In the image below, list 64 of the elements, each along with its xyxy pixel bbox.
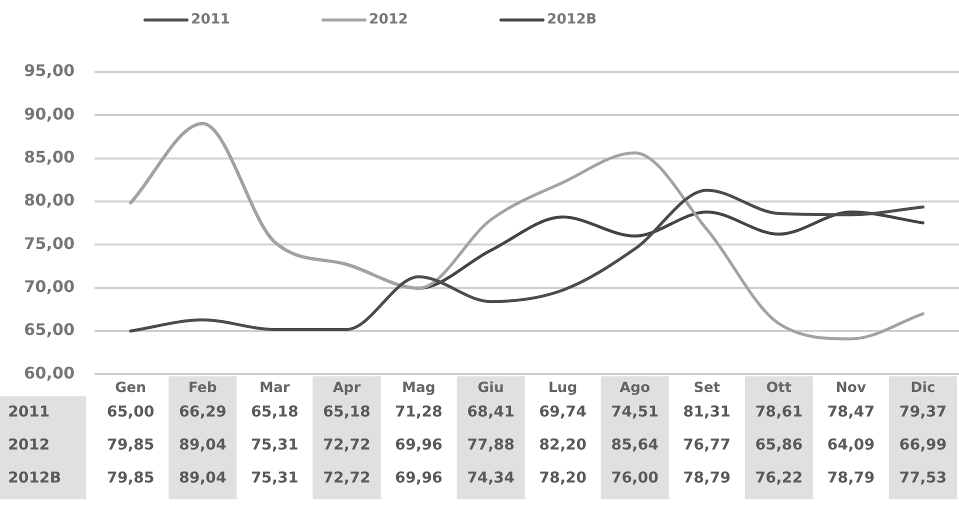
x-tick-label: Set — [694, 380, 720, 396]
data-label: 79,37 — [899, 402, 947, 421]
x-tick-label: Giu — [478, 380, 504, 396]
data-label: 65,00 — [106, 402, 154, 421]
data-label: 72,72 — [322, 468, 370, 487]
y-tick-label: 85,00 — [24, 148, 75, 166]
x-tick-label: Ott — [766, 380, 792, 396]
data-label: 65,18 — [250, 402, 298, 421]
x-tick-label: Dic — [910, 380, 936, 396]
legend-label: 2012 — [369, 12, 408, 28]
y-tick-label: 95,00 — [24, 61, 75, 80]
data-label: 74,34 — [467, 468, 515, 487]
data-label: 64,09 — [827, 436, 875, 454]
y-tick-label: 70,00 — [24, 277, 75, 296]
x-tick-label: Ago — [620, 380, 650, 396]
data-label: 76,77 — [683, 436, 731, 454]
text: 2012 — [8, 436, 50, 454]
text: 2012B — [8, 468, 62, 487]
x-tick-label: Feb — [188, 380, 217, 396]
data-label: 78,79 — [683, 468, 731, 487]
data-label: 65,18 — [322, 402, 370, 421]
data-label: 78,61 — [755, 402, 803, 421]
data-label: 82,20 — [539, 436, 587, 454]
y-tick-label: 75,00 — [24, 234, 75, 253]
data-label: 75,31 — [250, 468, 298, 487]
x-tick-label: Apr — [332, 380, 361, 396]
data-label: 69,74 — [539, 402, 587, 421]
legend-label: 2012B — [547, 12, 597, 28]
data-label: 78,47 — [827, 402, 875, 421]
data-label: 78,20 — [539, 468, 587, 487]
y-tick-label: 60,00 — [24, 363, 75, 382]
data-label: 77,53 — [899, 468, 947, 487]
data-label: 66,29 — [178, 402, 226, 421]
x-tick-label: Gen — [115, 380, 146, 396]
data-label: 79,85 — [106, 436, 154, 454]
data-label: 79,85 — [106, 468, 154, 487]
y-tick-label: 80,00 — [24, 190, 75, 210]
data-label: 77,88 — [467, 436, 515, 454]
data-label: 89,04 — [178, 436, 226, 454]
data-label: 89,04 — [178, 468, 226, 487]
y-tick-label: 65,00 — [24, 320, 75, 340]
x-tick-label: Mag — [402, 380, 436, 396]
data-label: 85,64 — [611, 436, 659, 454]
data-label: 74,51 — [611, 402, 659, 421]
data-label: 69,96 — [395, 468, 442, 487]
data-label: 71,28 — [395, 402, 442, 421]
x-tick-label: Lug — [548, 380, 578, 396]
data-label: 75,31 — [250, 436, 298, 454]
data-label: 66,99 — [899, 436, 947, 454]
y-tick-label: 90,00 — [24, 104, 75, 124]
x-tick-label: Nov — [836, 380, 866, 396]
data-label: 76,00 — [611, 468, 659, 487]
line-series — [129, 122, 924, 340]
x-tick-label: Mar — [260, 380, 290, 396]
data-label: 65,86 — [755, 436, 803, 454]
data-label: 69,96 — [395, 436, 442, 454]
data-label: 68,41 — [467, 402, 515, 421]
data-label: 78,79 — [827, 468, 875, 487]
data-label: 76,22 — [755, 468, 803, 487]
text: 2011 — [8, 402, 50, 421]
legend-label: 2011 — [191, 12, 230, 28]
data-label: 72,72 — [322, 436, 370, 454]
data-label: 81,31 — [683, 402, 731, 421]
line-series — [129, 188, 924, 333]
